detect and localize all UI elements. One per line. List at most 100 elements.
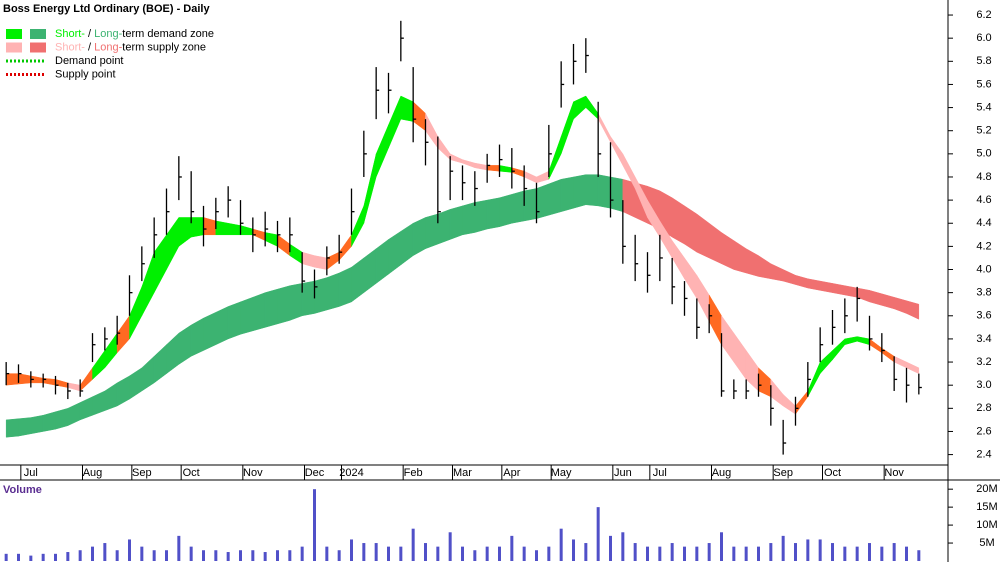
volume-bar — [510, 535, 514, 561]
long-term-zone — [807, 278, 821, 291]
long-term-zone — [437, 209, 451, 245]
volume-bar — [115, 550, 119, 561]
short-term-zone — [190, 217, 204, 238]
short-term-zone — [856, 336, 870, 346]
long-term-zone — [388, 230, 402, 275]
long-term-zone — [141, 355, 155, 392]
volume-bar — [448, 532, 452, 561]
x-tick-label: Aug — [712, 467, 732, 479]
long-term-zone — [462, 202, 476, 236]
y-tick-label: 2.6 — [976, 425, 991, 437]
short-term-zone — [388, 95, 402, 149]
short-term-zone — [708, 294, 722, 345]
legend-short: Short- — [55, 28, 85, 40]
volume-bar — [892, 543, 896, 561]
long-term-zone — [30, 414, 44, 435]
x-tick-label: Aug — [83, 467, 103, 479]
volume-bar — [596, 507, 600, 561]
short-term-zone — [240, 225, 254, 236]
volume-bar — [905, 546, 908, 561]
long-term-zone — [129, 367, 143, 400]
volume-bar — [461, 546, 464, 561]
volume-bar — [436, 546, 440, 561]
short-term-zone — [264, 232, 278, 247]
short-term-zone — [67, 382, 81, 392]
short-term-zone — [166, 216, 180, 270]
legend-long: Long- — [94, 28, 122, 40]
x-tick-label: Sep — [773, 467, 793, 479]
long-term-zone — [153, 344, 167, 384]
long-term-zone — [684, 205, 698, 253]
x-tick-label: Jun — [614, 467, 632, 479]
short-term-zone — [597, 113, 611, 143]
volume-bar — [547, 546, 551, 561]
legend-label: Short- / Long-term supply zone — [55, 41, 206, 53]
short-term-zone — [92, 349, 106, 380]
long-term-zone — [18, 417, 32, 437]
y-tick-label: 5.6 — [976, 78, 991, 90]
short-term-zone — [301, 251, 315, 268]
short-term-zone — [400, 95, 414, 122]
legend-label: Demand point — [55, 55, 124, 67]
long-term-zone — [338, 266, 352, 307]
volume-bar — [300, 546, 304, 561]
long-term-zone — [449, 205, 463, 240]
short-term-zone — [585, 95, 599, 120]
volume-bar — [498, 546, 501, 561]
legend-swatch — [6, 42, 22, 53]
volume-bar — [152, 550, 156, 561]
y-tick-label: 3.4 — [976, 333, 991, 345]
y-tick-label: 5.4 — [976, 101, 991, 113]
long-term-zone — [733, 240, 747, 274]
long-term-zone — [67, 402, 81, 427]
short-term-zone — [437, 135, 451, 161]
short-term-zone — [462, 159, 476, 169]
short-term-zone — [79, 367, 93, 392]
long-term-zone — [326, 272, 340, 311]
volume-bar — [559, 528, 563, 561]
short-term-zone — [573, 95, 587, 120]
volume-bar — [350, 539, 353, 561]
x-tick-label: Oct — [824, 467, 841, 479]
y-tick-label: 3.8 — [976, 287, 991, 299]
legend-swatch — [30, 29, 46, 39]
long-term-zone — [536, 183, 550, 219]
short-term-zone — [338, 234, 352, 261]
y-tick-label: 15M — [976, 501, 997, 513]
volume-bar — [91, 546, 94, 561]
short-term-zone — [129, 286, 143, 340]
volume-bar — [251, 550, 255, 561]
x-tick-label: Nov — [243, 467, 263, 479]
x-tick-label: Feb — [404, 467, 423, 479]
volume-bar — [683, 546, 686, 561]
volume-bar — [855, 546, 859, 561]
legend-sep: / — [85, 28, 94, 40]
short-term-zone — [733, 332, 747, 381]
long-term-zone — [585, 174, 599, 207]
volume-bar — [572, 539, 575, 561]
volume-bar — [917, 550, 921, 561]
long-term-zone — [55, 407, 69, 430]
volume-bar — [646, 546, 649, 561]
long-term-zone — [548, 178, 562, 216]
volume-bar — [633, 543, 637, 561]
volume-bar — [621, 532, 625, 561]
x-tick-label: Nov — [884, 467, 904, 479]
volume-bar — [387, 546, 390, 561]
short-term-zone — [832, 338, 846, 361]
y-tick-label: 2.4 — [976, 448, 991, 460]
short-term-zone — [844, 336, 858, 346]
long-term-zone — [104, 382, 118, 411]
volume-bar — [17, 553, 20, 561]
legend-label: Short- / Long-term demand zone — [55, 28, 214, 40]
legend-text: term demand zone — [122, 28, 214, 40]
long-term-zone — [560, 176, 574, 213]
legend-long: Long- — [94, 41, 122, 53]
volume-bar — [103, 543, 107, 561]
y-tick-label: 20M — [976, 483, 997, 495]
short-term-zone — [203, 217, 217, 236]
volume-bar — [843, 546, 847, 561]
short-term-zone — [178, 217, 192, 247]
long-term-zone — [597, 174, 611, 209]
volume-bar — [128, 539, 131, 561]
